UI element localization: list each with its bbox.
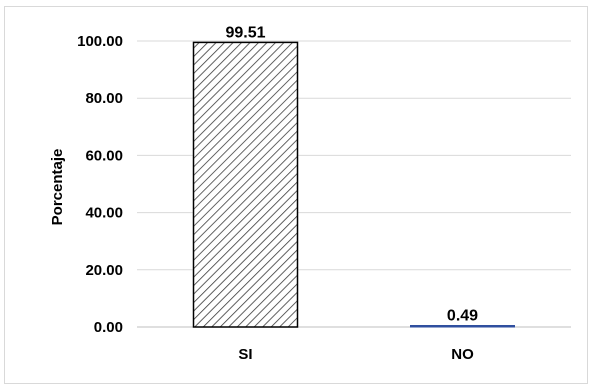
y-tick-labels: 0.00 20.00 40.00 60.00 80.00 100.00 bbox=[77, 33, 123, 336]
y-tick-label: 20.00 bbox=[85, 262, 123, 279]
category-label-no: NO bbox=[451, 346, 474, 363]
chart-frame: 0.00 20.00 40.00 60.00 80.00 100.00 99.51 0.49… bbox=[4, 6, 588, 384]
value-label-si: 99.51 bbox=[225, 24, 265, 41]
y-tick-label: 80.00 bbox=[85, 90, 123, 107]
category-label-si: SI bbox=[238, 346, 252, 363]
y-tick-label: 100.00 bbox=[77, 33, 123, 50]
bar-chart: 0.00 20.00 40.00 60.00 80.00 100.00 99.51 0.49… bbox=[49, 24, 571, 363]
y-tick-label: 40.00 bbox=[85, 205, 123, 222]
bar-si bbox=[192, 41, 299, 328]
value-labels: 99.51 0.49 bbox=[225, 24, 478, 324]
bars bbox=[192, 41, 515, 328]
y-tick-label: 0.00 bbox=[94, 319, 123, 336]
bar-no bbox=[410, 325, 515, 328]
value-label-no: 0.49 bbox=[447, 308, 478, 325]
y-tick-label: 60.00 bbox=[85, 147, 123, 164]
y-axis-title: Porcentaje bbox=[49, 149, 66, 226]
x-tick-labels: SI NO bbox=[238, 346, 474, 363]
